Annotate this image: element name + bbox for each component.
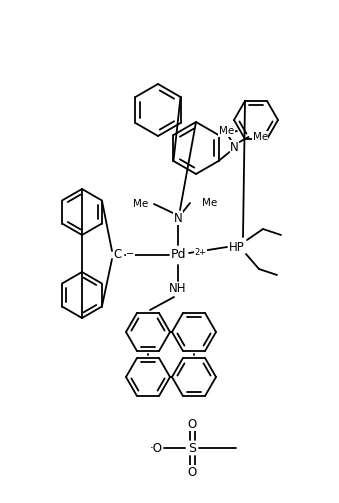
Text: S: S — [188, 442, 196, 455]
Text: Me: Me — [133, 199, 148, 209]
Text: ·O: ·O — [149, 442, 162, 455]
Text: −: − — [126, 249, 134, 259]
Text: Me: Me — [202, 198, 217, 208]
Text: O: O — [187, 417, 197, 431]
Text: Me: Me — [219, 126, 234, 136]
Text: N: N — [174, 211, 182, 224]
Text: NH: NH — [169, 283, 187, 295]
Text: N: N — [230, 140, 239, 153]
Text: 2+: 2+ — [194, 248, 206, 257]
Text: HP: HP — [229, 240, 245, 254]
Text: Pd: Pd — [170, 248, 186, 262]
Text: Me: Me — [253, 132, 268, 142]
Text: O: O — [187, 465, 197, 478]
Text: C: C — [114, 248, 122, 262]
